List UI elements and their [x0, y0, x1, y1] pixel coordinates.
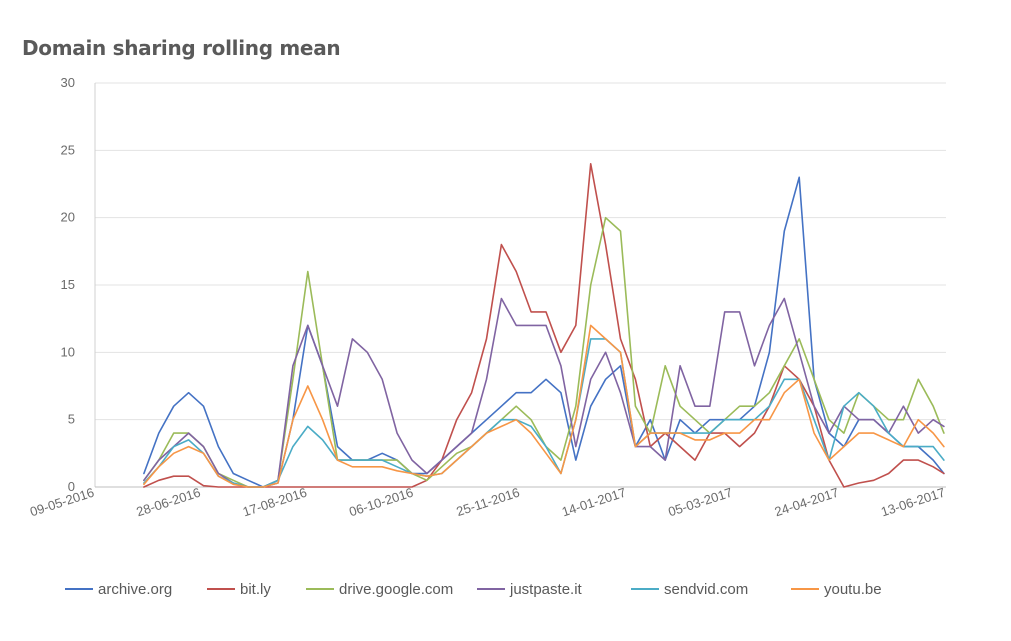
y-tick-label: 20 [61, 210, 75, 225]
y-tick-label: 15 [61, 277, 75, 292]
series-line-youtu-be [143, 324, 945, 488]
series-line-justpaste-it [143, 297, 945, 488]
x-tick-label: 25-11-2016 [454, 485, 521, 520]
x-tick-label: 06-10-2016 [347, 485, 415, 520]
x-tick-label: 05-03-2017 [666, 485, 734, 520]
legend-item: sendvid.com [631, 581, 748, 598]
y-tick-label: 25 [61, 142, 75, 157]
legend-item: youtu.be [791, 581, 882, 598]
legend-label: bit.ly [240, 581, 271, 598]
legend: archive.org bit.ly drive.google.com justpas… [65, 581, 882, 598]
legend-label: archive.org [98, 581, 172, 598]
legend-item: bit.ly [207, 581, 271, 598]
x-tick-label: 09-05-2016 [28, 485, 96, 520]
x-tick-label: 14-01-2017 [560, 485, 628, 520]
series-lines [143, 163, 945, 488]
y-tick-label: 5 [68, 412, 75, 427]
legend-label: youtu.be [824, 581, 882, 598]
legend-item: archive.org [65, 581, 172, 598]
legend-item: drive.google.com [306, 581, 453, 598]
y-tick-label: 0 [68, 479, 75, 494]
x-tick-label: 17-08-2016 [241, 485, 309, 520]
legend-label: sendvid.com [664, 581, 748, 598]
legend-label: drive.google.com [339, 581, 453, 598]
y-tick-label: 10 [61, 344, 75, 359]
legend-label: justpaste.it [509, 581, 583, 598]
x-tick-label: 24-04-2017 [773, 485, 841, 520]
x-tick-label: 13-06-2017 [879, 485, 947, 520]
legend-item: justpaste.it [477, 581, 583, 598]
x-tick-label: 28-06-2016 [134, 485, 202, 520]
y-tick-label: 30 [61, 75, 75, 90]
gridlines [95, 82, 946, 421]
chart-title: Domain sharing rolling mean [22, 36, 341, 60]
